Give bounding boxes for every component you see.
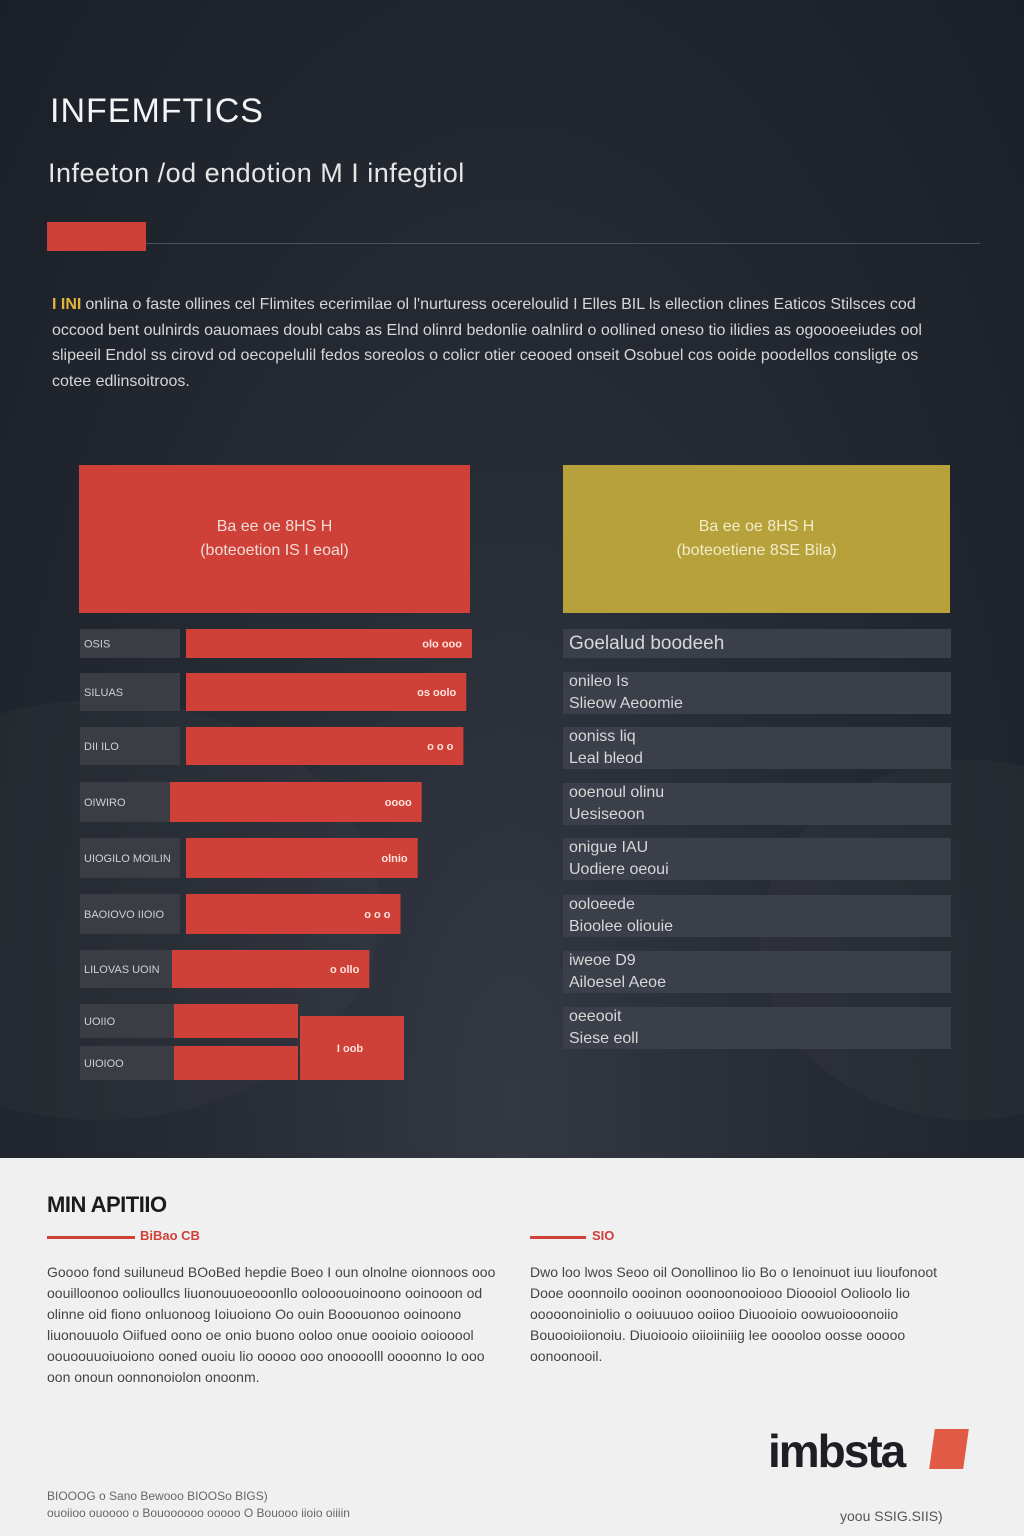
data-bar	[186, 838, 418, 878]
list-item-line1: ooenoul olinu	[569, 784, 665, 801]
right-card-line1: Ba ee oe 8HS H	[698, 518, 815, 535]
value-label: o ollo	[330, 964, 360, 976]
accent-bar	[47, 222, 146, 251]
footer-line2: ouoiioo ouoooo o Bouoooooo ooooo O Bouoo…	[47, 1506, 350, 1520]
value-label: os oolo	[417, 687, 456, 699]
right-list-header: Goelalud boodeeh	[563, 629, 951, 658]
header-divider	[146, 243, 980, 244]
left-card-line1: Ba ee oe 8HS H	[216, 518, 333, 535]
bar-track	[80, 894, 180, 934]
right-column-rule	[530, 1236, 586, 1239]
category-label: OIWIRO	[84, 797, 126, 809]
horizontal-bar-chart: OSIS olo ooo SILUAS os oolo DII ILO o o o OIWI…	[80, 629, 472, 1080]
right-header-card: Ba ee oe 8HS H (boteoetiene 8SE Bila)	[563, 465, 950, 613]
intro-paragraph: I INI onlina o faste ollines cel Flimites…	[52, 292, 957, 394]
page-subtitle: Infeeton /od endotion M I infegtiol	[48, 158, 465, 188]
data-bar	[186, 629, 472, 658]
footer-text: BIOOOG o Sano Bewooo BIOOSo BIGS) ouoiio…	[47, 1488, 567, 1522]
bar-track	[80, 1004, 180, 1038]
list-item-line1: iweoe D9	[569, 952, 636, 969]
bar-track	[80, 727, 180, 765]
list-item-line2: Bioolee oliouie	[569, 918, 674, 935]
bar-track	[80, 838, 180, 878]
bottom-section: MIN APITIIO BiBao CB SIO Goooo fond suil…	[0, 1158, 1024, 1536]
page-title: INFEMFTICS	[50, 92, 264, 130]
logo-mark-icon	[929, 1429, 969, 1469]
left-column-rule	[47, 1236, 135, 1239]
list-item-line2: Ailoesel Aeoe	[569, 974, 666, 991]
left-header-card: Ba ee oe 8HS H (boteoetion IS I eoal)	[79, 465, 470, 613]
infographic-top-section: INFEMFTICS Infeeton /od endotion M I inf…	[0, 0, 1024, 1158]
category-label: OSIS	[84, 639, 110, 651]
category-label: DII ILO	[84, 741, 119, 753]
right-list-item: onileo Is Slieow Aeoomie	[563, 672, 951, 714]
data-bar	[186, 894, 401, 934]
value-label: o o o	[427, 741, 454, 753]
bar-track	[80, 782, 180, 822]
right-list-item: onigue IAU Uodiere oeoui	[563, 838, 951, 880]
list-item-line2: Uodiere oeoui	[569, 861, 669, 878]
intro-text: onlina o faste ollines cel Flimites ecer…	[52, 296, 922, 390]
right-column-tag: SIO	[592, 1228, 615, 1243]
category-label: UOIIO	[84, 1016, 116, 1028]
grouped-bar-label: I oob	[337, 1043, 364, 1055]
category-label: UIOGILO MOILIN	[84, 853, 171, 865]
list-item-line1: onigue IAU	[569, 839, 649, 856]
grouped-bar	[300, 1016, 404, 1080]
value-label: olo ooo	[422, 639, 462, 651]
intro-lead: I INI	[52, 296, 82, 313]
right-list-item: ooenoul olinu Uesiseoon	[563, 783, 951, 825]
bottom-title: MIN APITIIO	[47, 1192, 167, 1217]
bar-track	[80, 629, 180, 658]
right-list-item: ooloeede Bioolee oliouie	[563, 895, 951, 937]
list-item-line2: Leal bleod	[569, 750, 643, 767]
right-column-text: Dwo loo lwos Seoo oil Oonollinoo lio Bo …	[530, 1264, 938, 1364]
brand-logo: imbsta	[768, 1425, 906, 1477]
category-label: SILUAS	[84, 687, 123, 699]
left-card-line2: (boteoetion IS I eoal)	[200, 542, 349, 559]
list-item-line2: Uesiseoon	[569, 806, 645, 823]
list-item-line2: Slieow Aeoomie	[569, 695, 683, 712]
list-item-line1: ooniss liq	[569, 728, 636, 745]
left-column-text: Goooo fond suiluneud BOoBed hepdie Boeo …	[47, 1264, 496, 1385]
category-label: BAOIOVO IIOIO	[84, 909, 165, 921]
data-bar	[174, 1046, 298, 1080]
right-list-item: oeeooit Siese eoll	[563, 1007, 951, 1049]
value-label: olnio	[381, 853, 408, 865]
category-label: UIOIOO	[84, 1058, 124, 1070]
value-label: oooo	[385, 797, 412, 809]
data-bar	[174, 1004, 298, 1038]
footer-right-text: yoou SSIG.SIIS)	[840, 1508, 943, 1524]
right-list-item: iweoe D9 Ailoesel Aeoe	[563, 951, 951, 993]
bar-track	[80, 1046, 180, 1080]
right-card-line2: (boteoetiene 8SE Bila)	[676, 542, 837, 559]
footer-line1: BIOOOG o Sano Bewooo BIOOSo BIGS)	[47, 1489, 268, 1503]
list-item-line1: ooloeede	[569, 896, 635, 913]
right-list-item: ooniss liq Leal bleod	[563, 727, 951, 769]
left-column-tag: BiBao CB	[140, 1228, 200, 1243]
data-bar	[186, 673, 467, 711]
data-bar	[186, 727, 464, 765]
list-item-line1: oeeooit	[569, 1008, 622, 1025]
list-item-line2: Siese eoll	[569, 1030, 639, 1047]
value-label: o o o	[364, 909, 391, 921]
bar-track	[80, 673, 180, 711]
category-label: LILOVAS UOIN	[84, 964, 160, 976]
bar-track	[80, 950, 180, 988]
list-item-line1: onileo Is	[569, 673, 629, 690]
data-bar	[170, 782, 422, 822]
data-bar	[172, 950, 370, 988]
